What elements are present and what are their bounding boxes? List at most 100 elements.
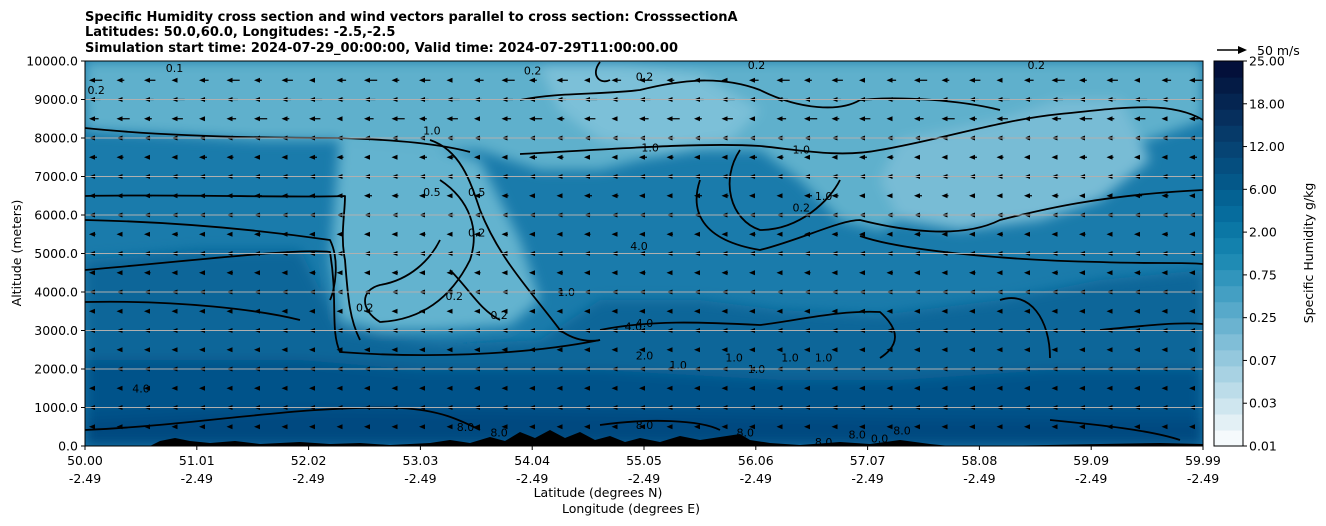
wind-vector: [226, 231, 233, 237]
wind-vector: [996, 231, 1003, 237]
x-tick-label-lat: 59.09: [1073, 453, 1109, 468]
wind-vector: [144, 424, 150, 430]
wind-vector: [1189, 270, 1195, 276]
wind-vector: [639, 77, 653, 83]
wind-vector: [804, 116, 818, 122]
y-axis-label: Altitude (meters): [9, 200, 24, 307]
wind-vector: [969, 231, 975, 237]
wind-vector: [749, 347, 755, 353]
wind-vector: [804, 193, 812, 199]
wind-vector: [116, 193, 123, 199]
x-tick-label-lon: -2.49: [963, 471, 995, 486]
wind-vector: [969, 424, 975, 430]
wind-vector: [1161, 385, 1168, 391]
wind-vector: [721, 424, 728, 430]
wind-vector: [281, 424, 288, 430]
wind-vector: [721, 347, 728, 353]
wind-vector: [996, 347, 1003, 353]
wind-vector: [914, 424, 920, 430]
wind-vector: [501, 154, 508, 160]
wind-vector: [446, 385, 453, 391]
wind-vector: [529, 193, 535, 199]
wind-vector: [364, 347, 370, 353]
wind-vector: [391, 347, 398, 353]
contour-label: 0.1: [166, 62, 184, 75]
wind-vector: [941, 385, 948, 391]
contour-label: 0.2: [1028, 59, 1046, 72]
wind-vector: [171, 231, 178, 237]
wind-vector: [941, 231, 948, 237]
colorbar-segment: [1214, 237, 1243, 255]
wind-vector: [749, 154, 757, 160]
contour-line: [85, 219, 337, 301]
y-tick-label: 5000.0: [34, 246, 78, 261]
wind-vector: [1106, 347, 1113, 353]
wind-vector: [309, 270, 316, 276]
colorbar-segment: [1214, 285, 1243, 303]
wind-vector: [529, 77, 537, 83]
wind-vector: [969, 308, 975, 314]
wind-vector: [419, 193, 425, 199]
wind-vector: [721, 231, 728, 237]
wind-vector: [501, 308, 508, 314]
wind-vector: [831, 77, 843, 83]
wind-vector: [116, 385, 123, 391]
wind-vector: [1189, 77, 1203, 83]
wind-vector: [501, 424, 508, 430]
contour-label: 8.0: [490, 427, 508, 440]
wind-vector: [309, 116, 321, 122]
wind-vector: [446, 308, 453, 314]
wind-vector: [281, 308, 288, 314]
wind-vector: [309, 154, 317, 160]
quiver-key-arrowhead: [1238, 46, 1247, 54]
wind-vector: [804, 77, 812, 83]
wind-vector: [1051, 77, 1065, 83]
colorbar-segment: [1214, 221, 1243, 239]
wind-vector: [941, 154, 948, 160]
wind-vector: [501, 231, 508, 237]
x-tick-label-lat: 55.05: [626, 453, 662, 468]
colorbar-tick-label: 0.07: [1249, 353, 1277, 368]
contour-line: [1049, 419, 1181, 441]
wind-vector: [1106, 231, 1113, 237]
wind-vector: [886, 308, 893, 314]
y-tick-label: 0.0: [58, 439, 78, 454]
wind-vector: [941, 424, 948, 430]
wind-vector: [199, 424, 205, 430]
wind-vector: [281, 385, 288, 391]
contour-line: [595, 61, 611, 83]
wind-vector: [584, 347, 590, 353]
wind-vector: [831, 308, 838, 314]
wind-vector: [639, 347, 645, 353]
contour-label: 0.2: [490, 309, 508, 322]
contour-line: [85, 300, 301, 321]
wind-vector: [666, 385, 673, 391]
wind-vector: [749, 270, 755, 276]
wind-vector: [1051, 116, 1062, 122]
wind-vector: [639, 116, 649, 122]
wind-vector: [804, 231, 810, 237]
wind-vector: [584, 308, 590, 314]
contour-line: [85, 250, 601, 356]
wind-vector: [391, 77, 400, 83]
wind-vector: [721, 193, 729, 199]
colorbar: 0.01 0.03 0.07 0.25 0.75 2.00 6.00 12.00 18.00 25…: [1213, 54, 1285, 454]
wind-vector: [309, 385, 315, 391]
wind-vector: [584, 116, 596, 122]
wind-vector: [89, 308, 95, 314]
x-tick-label-lon: -2.49: [181, 471, 213, 486]
wind-vector: [281, 231, 288, 237]
wind-vector: [364, 154, 370, 160]
wind-vector: [391, 193, 399, 199]
wind-vector: [336, 385, 343, 391]
wind-vector: [556, 424, 563, 430]
contour-line: [429, 139, 601, 342]
contour-label: 8.0: [636, 419, 654, 432]
wind-vector: [1024, 193, 1032, 199]
wind-vector: [859, 231, 865, 237]
colorbar-tick-label: 12.00: [1249, 139, 1285, 154]
chart-title-line-1: Specific Humidity cross section and wind…: [85, 10, 738, 25]
wind-vector: [1161, 424, 1168, 430]
wind-vector: [831, 347, 838, 353]
wind-vector: [831, 424, 838, 430]
